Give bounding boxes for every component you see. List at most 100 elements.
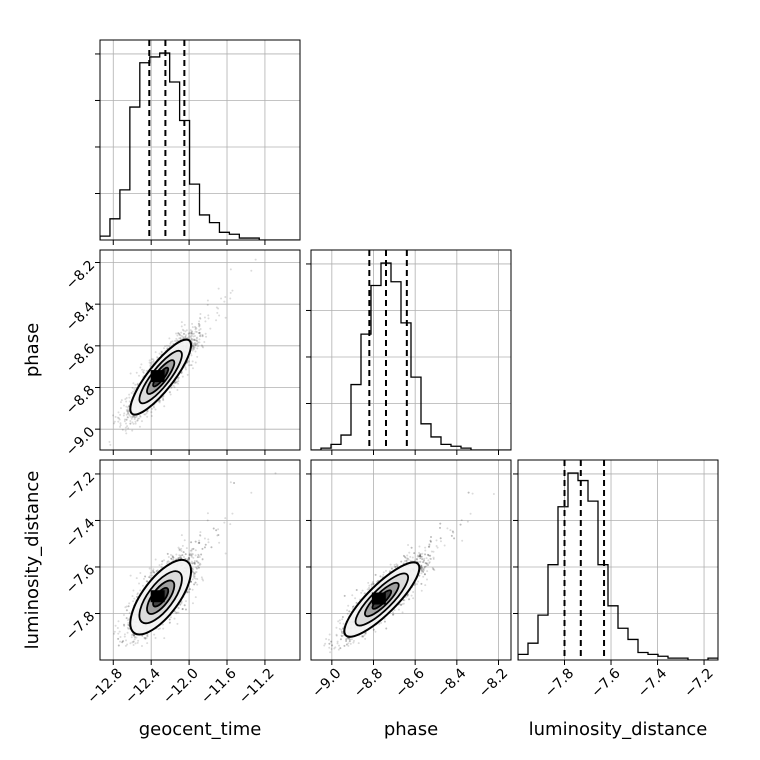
sample-point — [189, 336, 192, 339]
sample-point — [191, 347, 194, 350]
sample-point — [177, 557, 180, 560]
sample-point — [198, 331, 201, 334]
sample-point — [178, 337, 181, 340]
sample-point — [116, 416, 119, 419]
sample-point — [198, 324, 201, 327]
sample-point — [134, 642, 137, 645]
sample-point — [146, 635, 149, 638]
sample-point — [156, 569, 159, 572]
sample-point — [117, 411, 120, 414]
panel-phase-hist — [306, 249, 512, 455]
sample-point — [191, 562, 194, 565]
sample-point — [152, 405, 155, 408]
sample-point — [170, 558, 173, 561]
sample-point — [133, 638, 136, 641]
sample-point — [134, 420, 137, 423]
sample-point — [177, 546, 180, 549]
sample-point — [177, 332, 180, 335]
sample-point — [125, 617, 128, 620]
sample-point — [125, 418, 128, 421]
sample-point — [192, 344, 195, 347]
sample-point — [149, 364, 152, 367]
sample-point — [114, 624, 117, 627]
sample-point — [174, 339, 177, 342]
sample-point — [181, 335, 184, 338]
sample-point — [191, 367, 194, 370]
sample-point — [191, 568, 194, 571]
sample-point — [152, 569, 155, 572]
sample-point — [199, 313, 202, 316]
sample-point — [117, 420, 120, 423]
sample-point — [125, 609, 128, 612]
sample-point — [179, 337, 182, 340]
sample-point — [196, 567, 199, 570]
sample-point — [179, 336, 182, 339]
sample-point — [175, 612, 178, 615]
sample-point — [217, 533, 220, 536]
sample-point — [121, 428, 124, 431]
sample-point — [140, 420, 143, 423]
sample-point — [192, 571, 195, 574]
sample-point — [197, 554, 200, 557]
sample-point — [180, 547, 183, 550]
sample-point — [172, 556, 175, 559]
sample-point — [153, 633, 156, 636]
sample-point — [181, 608, 184, 611]
sample-point — [215, 306, 218, 309]
sample-point — [201, 578, 204, 581]
sample-point — [127, 623, 130, 626]
sample-point — [223, 300, 226, 303]
sample-point — [134, 636, 137, 639]
sample-point — [185, 329, 188, 332]
sample-point — [127, 412, 130, 415]
sample-point — [190, 332, 193, 335]
sample-point — [207, 541, 210, 544]
sample-point — [194, 581, 197, 584]
sample-point — [195, 567, 198, 570]
sample-point — [192, 556, 195, 559]
sample-point — [179, 603, 182, 606]
sample-point — [125, 418, 128, 421]
sample-point — [130, 633, 133, 636]
sample-point — [138, 582, 141, 585]
sample-point — [130, 416, 133, 419]
sample-point — [180, 334, 183, 337]
sample-point — [131, 429, 134, 432]
sample-point — [133, 388, 136, 391]
sample-point — [139, 366, 142, 369]
sample-point — [191, 568, 194, 571]
sample-point — [183, 332, 186, 335]
sample-point — [148, 576, 151, 579]
sample-point — [125, 413, 128, 416]
sample-point — [119, 640, 122, 643]
sample-point — [128, 414, 131, 417]
sample-point — [194, 581, 197, 584]
sample-point — [229, 268, 232, 271]
sample-point — [190, 330, 193, 333]
sample-point — [175, 337, 178, 340]
sample-point — [125, 408, 128, 411]
sample-point — [150, 411, 153, 414]
sample-point — [170, 557, 173, 560]
sample-point — [192, 547, 195, 550]
sample-point — [140, 363, 143, 366]
sample-point — [181, 375, 184, 378]
sample-point — [177, 382, 180, 385]
sample-point — [117, 644, 120, 647]
sample-point — [191, 553, 194, 556]
sample-point — [198, 322, 201, 325]
sample-point — [137, 417, 140, 420]
sample-point — [193, 575, 196, 578]
sample-point — [184, 368, 187, 371]
sample-point — [129, 642, 132, 645]
sample-point — [143, 413, 146, 416]
sample-point — [125, 405, 128, 408]
sample-point — [117, 417, 120, 420]
sample-point — [195, 331, 198, 334]
sample-point — [194, 549, 197, 552]
sample-point — [178, 554, 181, 557]
sample-point — [203, 341, 206, 344]
sample-point — [138, 417, 141, 420]
sample-point — [119, 413, 122, 416]
